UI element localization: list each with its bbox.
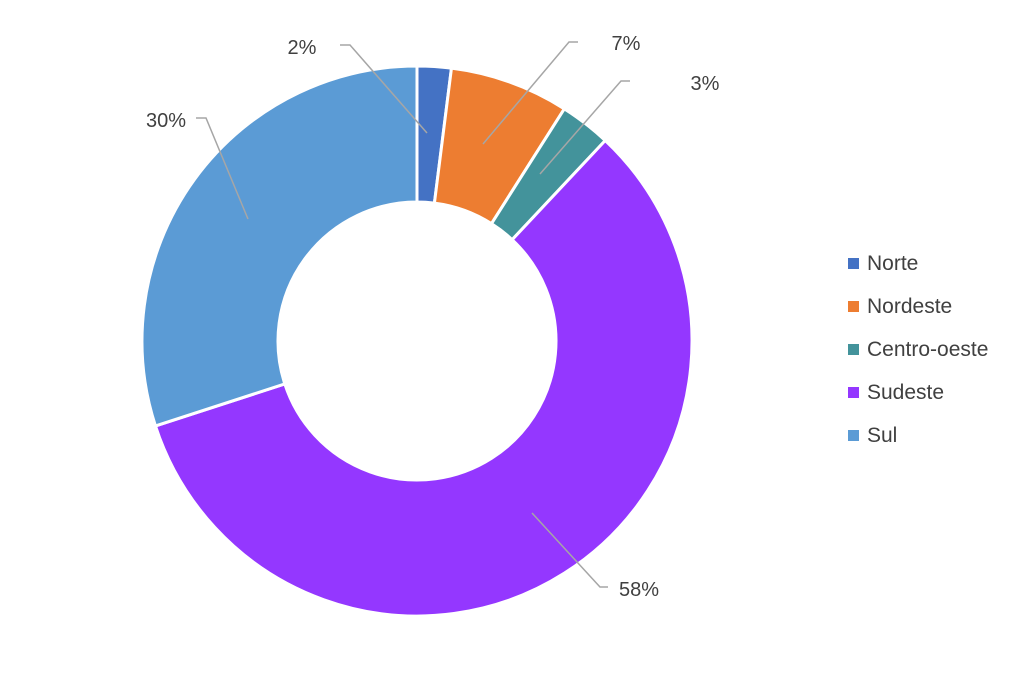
leader-line-nordeste — [482, 41, 578, 145]
legend-swatch-sul — [848, 430, 859, 441]
leader-line-sudeste — [531, 512, 608, 588]
legend-swatch-nordeste — [848, 301, 859, 312]
legend-item-norte: Norte — [848, 242, 988, 285]
legend-swatch-norte — [848, 258, 859, 269]
slice-sudeste — [153, 138, 694, 618]
leader-line-norte — [340, 44, 428, 134]
leader-line-centro-oeste — [539, 80, 630, 175]
legend-swatch-sudeste — [848, 387, 859, 398]
legend-item-sul: Sul — [848, 414, 988, 457]
legend: Norte Nordeste Centro-oeste Sudeste Sul — [848, 242, 988, 457]
legend-label-norte: Norte — [867, 251, 919, 275]
slices — [140, 64, 694, 618]
legend-swatch-centro-oeste — [848, 344, 859, 355]
legend-item-sudeste: Sudeste — [848, 371, 988, 414]
data-label-centro-oeste: 3% — [691, 73, 720, 95]
legend-label-sul: Sul — [867, 423, 898, 447]
legend-label-sudeste: Sudeste — [867, 380, 945, 404]
legend-label-centro-oeste: Centro-oeste — [867, 337, 989, 361]
legend-item-centro-oeste: Centro-oeste — [848, 328, 988, 371]
data-label-nordeste: 7% — [612, 33, 641, 55]
leader-lines — [196, 41, 630, 588]
slice-sul — [140, 64, 419, 428]
data-label-norte: 2% — [288, 37, 317, 59]
legend-item-nordeste: Nordeste — [848, 285, 988, 328]
data-labels: 2% 7% 3% 58% 30% — [146, 33, 720, 601]
data-label-sul: 30% — [146, 110, 186, 132]
leader-line-sul — [196, 117, 249, 220]
legend-label-nordeste: Nordeste — [867, 294, 953, 318]
data-label-sudeste: 58% — [619, 579, 659, 601]
